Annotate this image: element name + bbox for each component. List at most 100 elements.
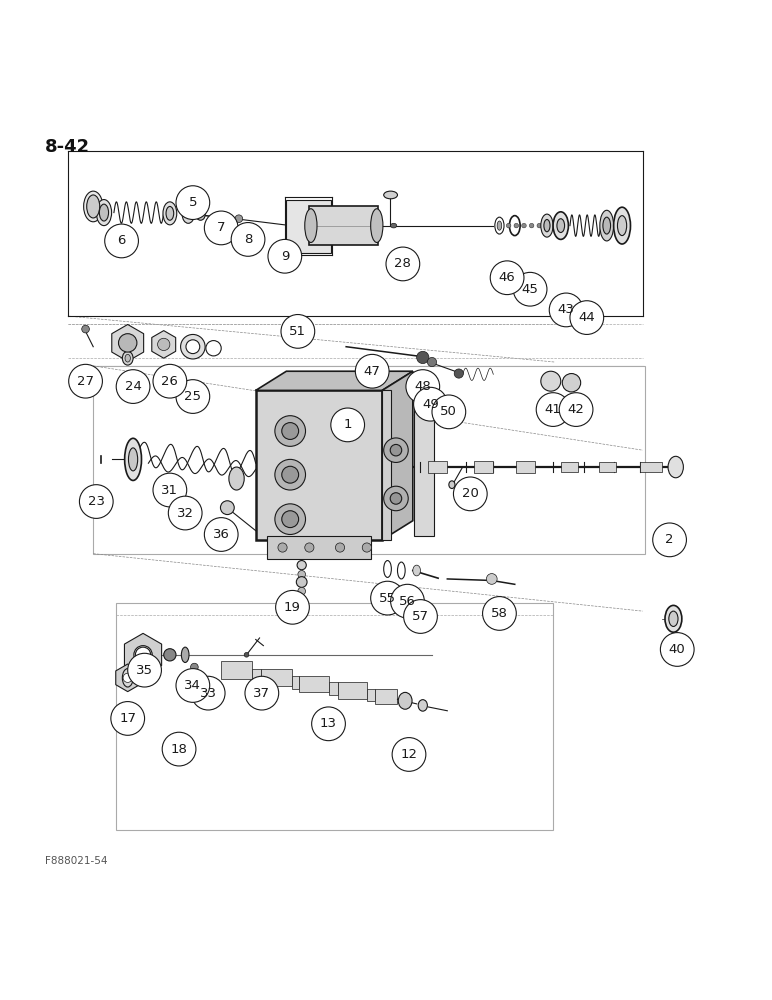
FancyBboxPatch shape (292, 676, 300, 689)
Circle shape (278, 543, 287, 552)
Circle shape (312, 707, 345, 741)
Ellipse shape (544, 219, 550, 232)
Text: 47: 47 (364, 365, 381, 378)
Ellipse shape (86, 195, 100, 218)
Ellipse shape (83, 191, 103, 222)
Circle shape (530, 223, 534, 228)
Ellipse shape (665, 605, 682, 632)
Text: 6: 6 (117, 234, 126, 247)
Circle shape (117, 370, 150, 403)
Ellipse shape (122, 351, 133, 365)
Circle shape (276, 590, 310, 624)
Ellipse shape (398, 562, 405, 579)
Circle shape (652, 523, 686, 557)
Text: 33: 33 (200, 687, 217, 700)
Circle shape (392, 738, 426, 771)
Circle shape (362, 543, 371, 552)
Text: 9: 9 (281, 250, 289, 263)
Circle shape (168, 496, 202, 530)
Circle shape (486, 574, 497, 584)
Circle shape (432, 395, 466, 429)
Ellipse shape (668, 456, 683, 478)
Circle shape (231, 223, 265, 256)
Circle shape (191, 663, 198, 671)
Text: 25: 25 (185, 390, 201, 403)
Circle shape (355, 354, 389, 388)
Text: 55: 55 (379, 592, 396, 605)
Circle shape (335, 543, 344, 552)
Circle shape (331, 408, 364, 442)
Circle shape (153, 364, 187, 398)
Ellipse shape (275, 416, 306, 446)
Ellipse shape (669, 611, 678, 626)
Text: 44: 44 (578, 311, 595, 324)
Ellipse shape (553, 212, 568, 239)
Circle shape (205, 211, 238, 245)
FancyBboxPatch shape (415, 394, 434, 536)
Text: 50: 50 (440, 405, 457, 418)
Text: 17: 17 (119, 712, 136, 725)
Ellipse shape (181, 334, 205, 359)
FancyBboxPatch shape (256, 390, 382, 540)
Text: 32: 32 (177, 507, 194, 520)
Circle shape (428, 357, 437, 367)
Ellipse shape (164, 649, 176, 661)
Circle shape (570, 301, 604, 334)
Circle shape (268, 239, 302, 273)
Text: 2: 2 (665, 533, 674, 546)
Circle shape (80, 485, 113, 518)
Text: 35: 35 (136, 664, 153, 677)
Circle shape (559, 393, 593, 426)
Ellipse shape (618, 216, 627, 236)
Ellipse shape (229, 467, 244, 490)
Circle shape (514, 223, 519, 228)
Ellipse shape (122, 669, 133, 687)
Ellipse shape (166, 206, 174, 220)
Text: 42: 42 (567, 403, 584, 416)
Ellipse shape (614, 207, 631, 244)
Ellipse shape (182, 205, 195, 223)
Circle shape (281, 315, 315, 348)
Text: 5: 5 (188, 196, 197, 209)
Circle shape (537, 223, 542, 228)
Ellipse shape (413, 565, 421, 576)
Ellipse shape (275, 459, 306, 490)
FancyBboxPatch shape (641, 462, 662, 472)
Text: 20: 20 (462, 487, 479, 500)
Ellipse shape (384, 438, 408, 462)
Text: 8: 8 (244, 233, 252, 246)
Ellipse shape (275, 504, 306, 534)
Ellipse shape (235, 215, 242, 223)
Ellipse shape (384, 486, 408, 511)
Text: 7: 7 (217, 221, 225, 234)
Text: 40: 40 (669, 643, 686, 656)
FancyBboxPatch shape (599, 462, 616, 472)
Circle shape (123, 673, 132, 682)
Text: 28: 28 (394, 257, 411, 270)
FancyBboxPatch shape (337, 682, 367, 699)
Circle shape (176, 186, 210, 219)
FancyBboxPatch shape (117, 603, 553, 830)
Text: 13: 13 (320, 717, 337, 730)
Text: 8-42: 8-42 (45, 138, 90, 156)
Ellipse shape (298, 587, 306, 595)
Ellipse shape (297, 561, 306, 570)
Circle shape (454, 369, 463, 378)
FancyBboxPatch shape (286, 200, 331, 253)
Circle shape (157, 338, 170, 351)
Ellipse shape (510, 216, 520, 236)
FancyBboxPatch shape (310, 206, 378, 245)
Ellipse shape (282, 466, 299, 483)
FancyBboxPatch shape (267, 536, 371, 559)
Circle shape (127, 653, 161, 687)
Ellipse shape (603, 217, 611, 234)
Text: 24: 24 (124, 380, 141, 393)
Ellipse shape (305, 209, 317, 242)
Text: F888021-54: F888021-54 (45, 856, 107, 866)
Circle shape (506, 223, 511, 228)
Ellipse shape (206, 341, 222, 356)
Circle shape (549, 293, 583, 327)
Text: 12: 12 (401, 748, 418, 761)
Ellipse shape (390, 444, 401, 456)
Circle shape (453, 477, 487, 511)
